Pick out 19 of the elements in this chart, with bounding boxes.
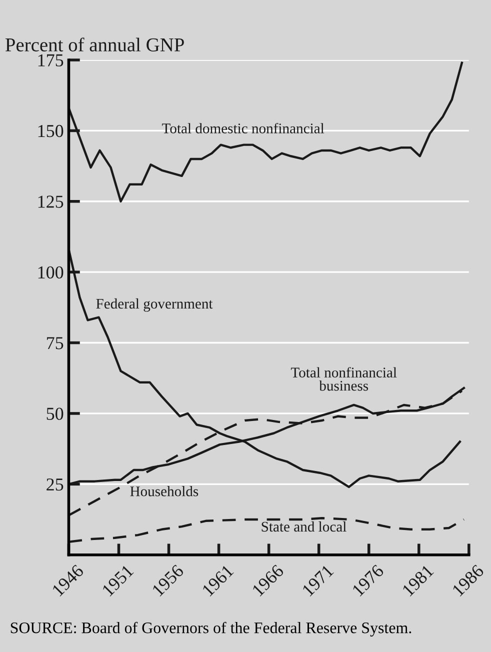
y-tick-label: 50 <box>46 408 64 420</box>
series-label: Federal government <box>96 298 213 312</box>
series-label: State and local <box>262 521 346 532</box>
source-note: SOURCE: Board of Governors of the Federal Reserve System. <box>10 622 412 637</box>
x-tick-label: 1981 <box>402 564 434 597</box>
y-tick-label: 25 <box>46 478 64 491</box>
y-tick-label: 100 <box>38 266 64 279</box>
series-label: Total domestic nonfinancial <box>162 122 324 134</box>
series-label: Households <box>130 486 198 496</box>
series-label: Total nonfinancial business <box>290 367 397 391</box>
y-tick-label: 75 <box>47 337 64 350</box>
y-tick-label: 150 <box>38 124 64 138</box>
x-tick-label: 1961 <box>202 564 234 597</box>
line-series <box>68 62 464 202</box>
y-tick-label: 175 <box>38 54 64 66</box>
chart-title: Percent of annual GNP <box>5 38 184 52</box>
x-tick-label: 1971 <box>302 564 334 597</box>
y-tick-label: 125 <box>38 196 64 208</box>
x-tick-label: 1951 <box>102 564 134 597</box>
